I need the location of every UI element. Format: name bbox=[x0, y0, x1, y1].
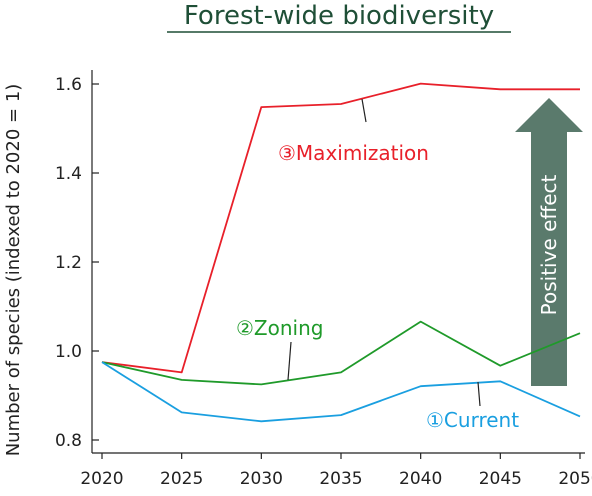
leader-maximization bbox=[361, 98, 367, 123]
series-line-current bbox=[101, 361, 581, 423]
x-tick-label: 2040 bbox=[399, 469, 442, 489]
y-tick-label: 1.2 bbox=[55, 253, 82, 273]
arrow-icon bbox=[515, 98, 583, 386]
chart-title: Forest-wide biodiversity bbox=[184, 1, 494, 31]
series-lines bbox=[101, 82, 581, 423]
x-tick-label: 2030 bbox=[240, 469, 283, 489]
series-line-maximization bbox=[101, 82, 580, 374]
x-ticks: 2020 2025 2030 2035 2040 2045 2050 bbox=[80, 453, 592, 489]
y-tick-label: 1.6 bbox=[55, 75, 82, 95]
y-tick-label: 1.0 bbox=[55, 342, 82, 362]
y-tick-label: 1.4 bbox=[55, 164, 82, 184]
y-ticks: 0.8 1.0 1.2 1.4 1.6 bbox=[55, 75, 99, 451]
x-tick-label: 2045 bbox=[479, 469, 522, 489]
x-tick-label: 2035 bbox=[319, 469, 362, 489]
x-tick-label: 2020 bbox=[80, 469, 123, 489]
x-tick-label: 2025 bbox=[160, 469, 203, 489]
y-axis-label: Number of species (indexed to 2020 = 1) bbox=[3, 84, 24, 457]
y-tick-label: 0.8 bbox=[55, 431, 82, 451]
series-label-maximization: ③Maximization bbox=[278, 141, 429, 165]
leader-current bbox=[477, 381, 481, 407]
leader-zoning bbox=[287, 341, 292, 381]
x-tick-label: 2050 bbox=[558, 469, 592, 489]
series-label-current: ①Current bbox=[426, 408, 519, 432]
positive-effect-label: Positive effect bbox=[537, 175, 561, 316]
positive-effect-arrow: Positive effect bbox=[515, 98, 583, 386]
series-line-zoning bbox=[101, 320, 581, 386]
series-label-zoning: ②Zoning bbox=[236, 316, 323, 340]
